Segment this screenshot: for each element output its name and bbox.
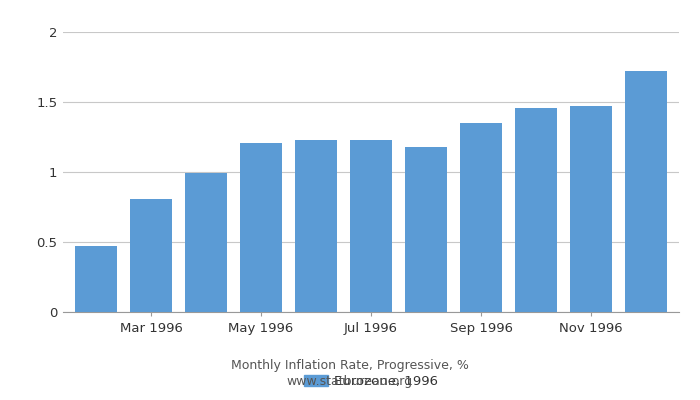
Bar xyxy=(625,71,666,312)
Bar xyxy=(461,123,502,312)
Text: www.statbureau.org: www.statbureau.org xyxy=(287,376,413,388)
Bar xyxy=(515,108,557,312)
Bar xyxy=(351,140,391,312)
Bar xyxy=(76,246,117,312)
Bar xyxy=(130,198,172,312)
Bar xyxy=(570,106,612,312)
Text: Monthly Inflation Rate, Progressive, %: Monthly Inflation Rate, Progressive, % xyxy=(231,360,469,372)
Bar xyxy=(405,147,447,312)
Bar xyxy=(240,143,281,312)
Bar xyxy=(295,140,337,312)
Bar xyxy=(186,174,227,312)
Legend: Eurozone, 1996: Eurozone, 1996 xyxy=(304,374,438,388)
